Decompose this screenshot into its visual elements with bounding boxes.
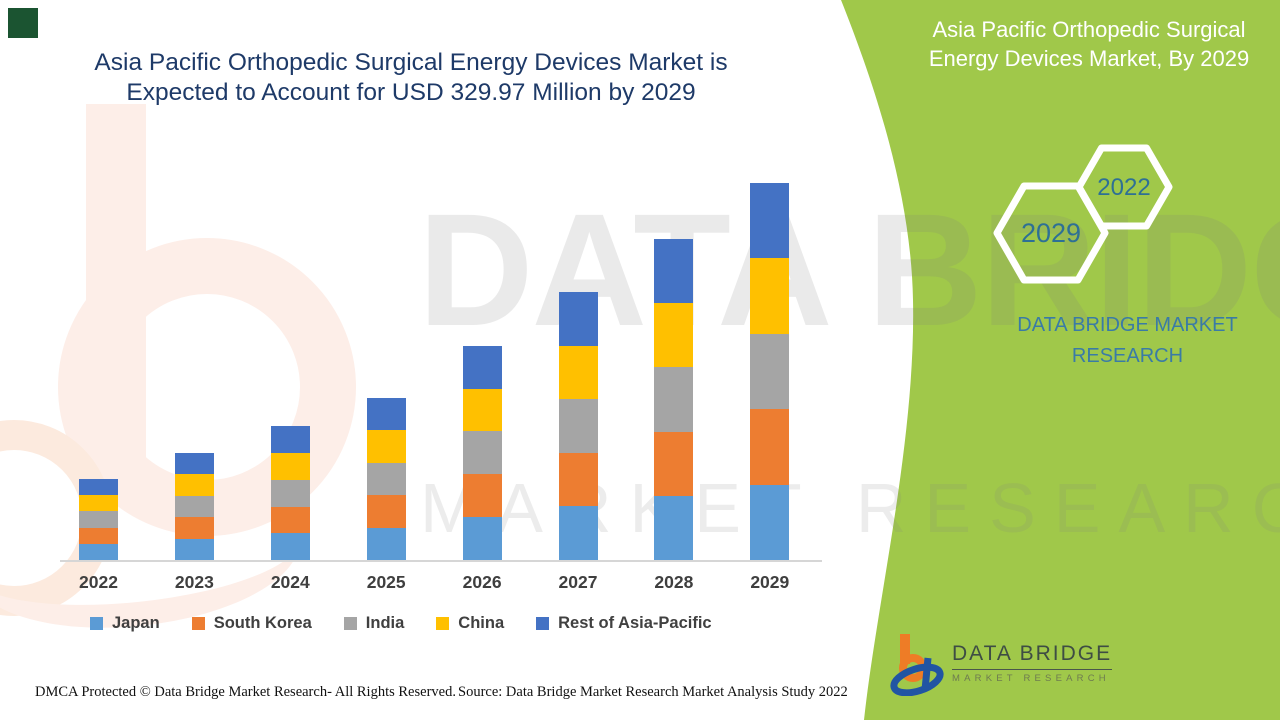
x-axis-label-2029: 2029	[750, 572, 790, 592]
bar-segment-india	[462, 431, 502, 475]
bar-2024	[270, 426, 310, 560]
bar-segment-japan	[79, 543, 118, 560]
legend-item-india: India	[343, 614, 405, 633]
bar-2029	[750, 183, 790, 560]
bar-segment-india	[79, 511, 118, 528]
legend-label: China	[458, 614, 505, 632]
side-panel-title-line2: Energy Devices Market, By 2029	[928, 46, 1250, 71]
bar-segment-rest-of-asia-pacific	[750, 183, 790, 259]
x-axis-label-2027: 2027	[558, 572, 598, 592]
bar-segment-japan	[462, 517, 502, 560]
dmca-notice: DMCA Protected © Data Bridge Market Rese…	[35, 684, 456, 700]
bar-segment-india	[750, 333, 790, 410]
bar-segment-china	[750, 258, 790, 334]
x-axis-label-2024: 2024	[270, 572, 310, 592]
bar-segment-japan	[750, 484, 790, 560]
bar-segment-china	[79, 495, 118, 512]
bar-2026	[462, 345, 502, 560]
legend-swatch	[191, 617, 205, 630]
x-axis-label-2026: 2026	[462, 572, 502, 592]
bar-segment-india	[270, 479, 310, 507]
bar-2023	[174, 452, 214, 560]
legend-label: South Korea	[213, 614, 312, 632]
company-logo-icon	[890, 634, 944, 696]
bar-segment-south-korea	[462, 474, 502, 518]
bar-segment-south-korea	[174, 517, 214, 539]
bar-segment-rest-of-asia-pacific	[270, 426, 310, 454]
bar-segment-south-korea	[558, 452, 598, 507]
bar-segment-rest-of-asia-pacific	[366, 397, 406, 431]
bar-segment-rest-of-asia-pacific	[462, 345, 502, 389]
legend-item-china: China	[436, 614, 504, 633]
page-title-line1: Asia Pacific Orthopedic Surgical Energy …	[94, 49, 728, 76]
bar-segment-china	[558, 345, 598, 400]
bar-segment-china	[654, 303, 694, 368]
brand-wordmark: DATA BRIDGE MARKET RESEARCH	[955, 310, 1280, 372]
legend-item-rest-of-asia-pacific: Rest of Asia-Pacific	[536, 614, 712, 633]
source-notice: Source: Data Bridge Market Research Mark…	[458, 684, 848, 700]
company-logo-name: DATA BRIDGE	[952, 642, 1113, 670]
bar-segment-south-korea	[79, 527, 118, 544]
bar-segment-japan	[270, 533, 310, 560]
bar-segment-india	[558, 399, 598, 453]
side-panel-title-line1: Asia Pacific Orthopedic Surgical	[932, 17, 1246, 42]
bar-segment-china	[270, 453, 310, 480]
x-axis-label-2022: 2022	[79, 572, 118, 592]
chart-legend: Japan South Korea India China Rest of Asia-P…	[90, 614, 712, 633]
legend-item-japan: Japan	[90, 614, 160, 633]
bar-segment-rest-of-asia-pacific	[558, 292, 598, 346]
brand-wordmark-line2: RESEARCH	[1071, 345, 1184, 367]
page-title: Asia Pacific Orthopedic Surgical Energy …	[60, 48, 762, 108]
bar-segment-south-korea	[654, 431, 694, 496]
bar-segment-china	[366, 430, 406, 463]
legend-label: Japan	[112, 614, 160, 632]
bar-segment-china	[174, 474, 214, 496]
bar-2027	[558, 292, 598, 560]
bar-segment-india	[174, 495, 214, 518]
company-logo-subtitle: MARKET RESEARCH	[952, 673, 1110, 684]
company-logo: DATA BRIDGE MARKET RESEARCH	[890, 632, 1113, 696]
x-axis-label-2028: 2028	[654, 572, 694, 592]
side-panel-title: Asia Pacific Orthopedic Surgical Energy …	[905, 15, 1273, 73]
legend-swatch	[343, 617, 357, 630]
bar-segment-japan	[366, 527, 406, 560]
brand-wordmark-line1: DATA BRIDGE MARKET	[1017, 314, 1238, 336]
legend-label: India	[365, 614, 405, 632]
bar-segment-rest-of-asia-pacific	[174, 452, 214, 475]
bar-segment-india	[654, 367, 694, 432]
legend-swatch	[536, 617, 550, 630]
bar-segment-india	[366, 462, 406, 496]
legend-swatch	[90, 617, 103, 630]
bar-2028	[654, 238, 694, 560]
plot-area: 2022 2023 2024 2025 2026 2027 2028 2029	[60, 168, 822, 592]
x-axis-label-2023: 2023	[174, 572, 214, 592]
bar-segment-south-korea	[366, 495, 406, 528]
bar-2025	[366, 397, 406, 560]
bar-segment-south-korea	[750, 409, 790, 485]
legend-swatch	[436, 617, 450, 630]
bar-segment-japan	[174, 538, 214, 560]
legend-item-south-korea: South Korea	[191, 614, 312, 633]
bar-segment-japan	[558, 506, 598, 560]
bar-segment-rest-of-asia-pacific	[654, 238, 694, 304]
bar-segment-rest-of-asia-pacific	[79, 478, 118, 496]
corner-accent-square	[8, 8, 38, 38]
legend-label: Rest of Asia-Pacific	[558, 614, 712, 632]
bar-2022	[79, 478, 118, 560]
x-axis-label-2025: 2025	[366, 572, 406, 592]
bar-segment-china	[462, 388, 502, 432]
page-title-line2: Expected to Account for USD 329.97 Milli…	[126, 79, 696, 106]
bar-segment-south-korea	[270, 506, 310, 534]
bar-segment-japan	[654, 495, 694, 560]
